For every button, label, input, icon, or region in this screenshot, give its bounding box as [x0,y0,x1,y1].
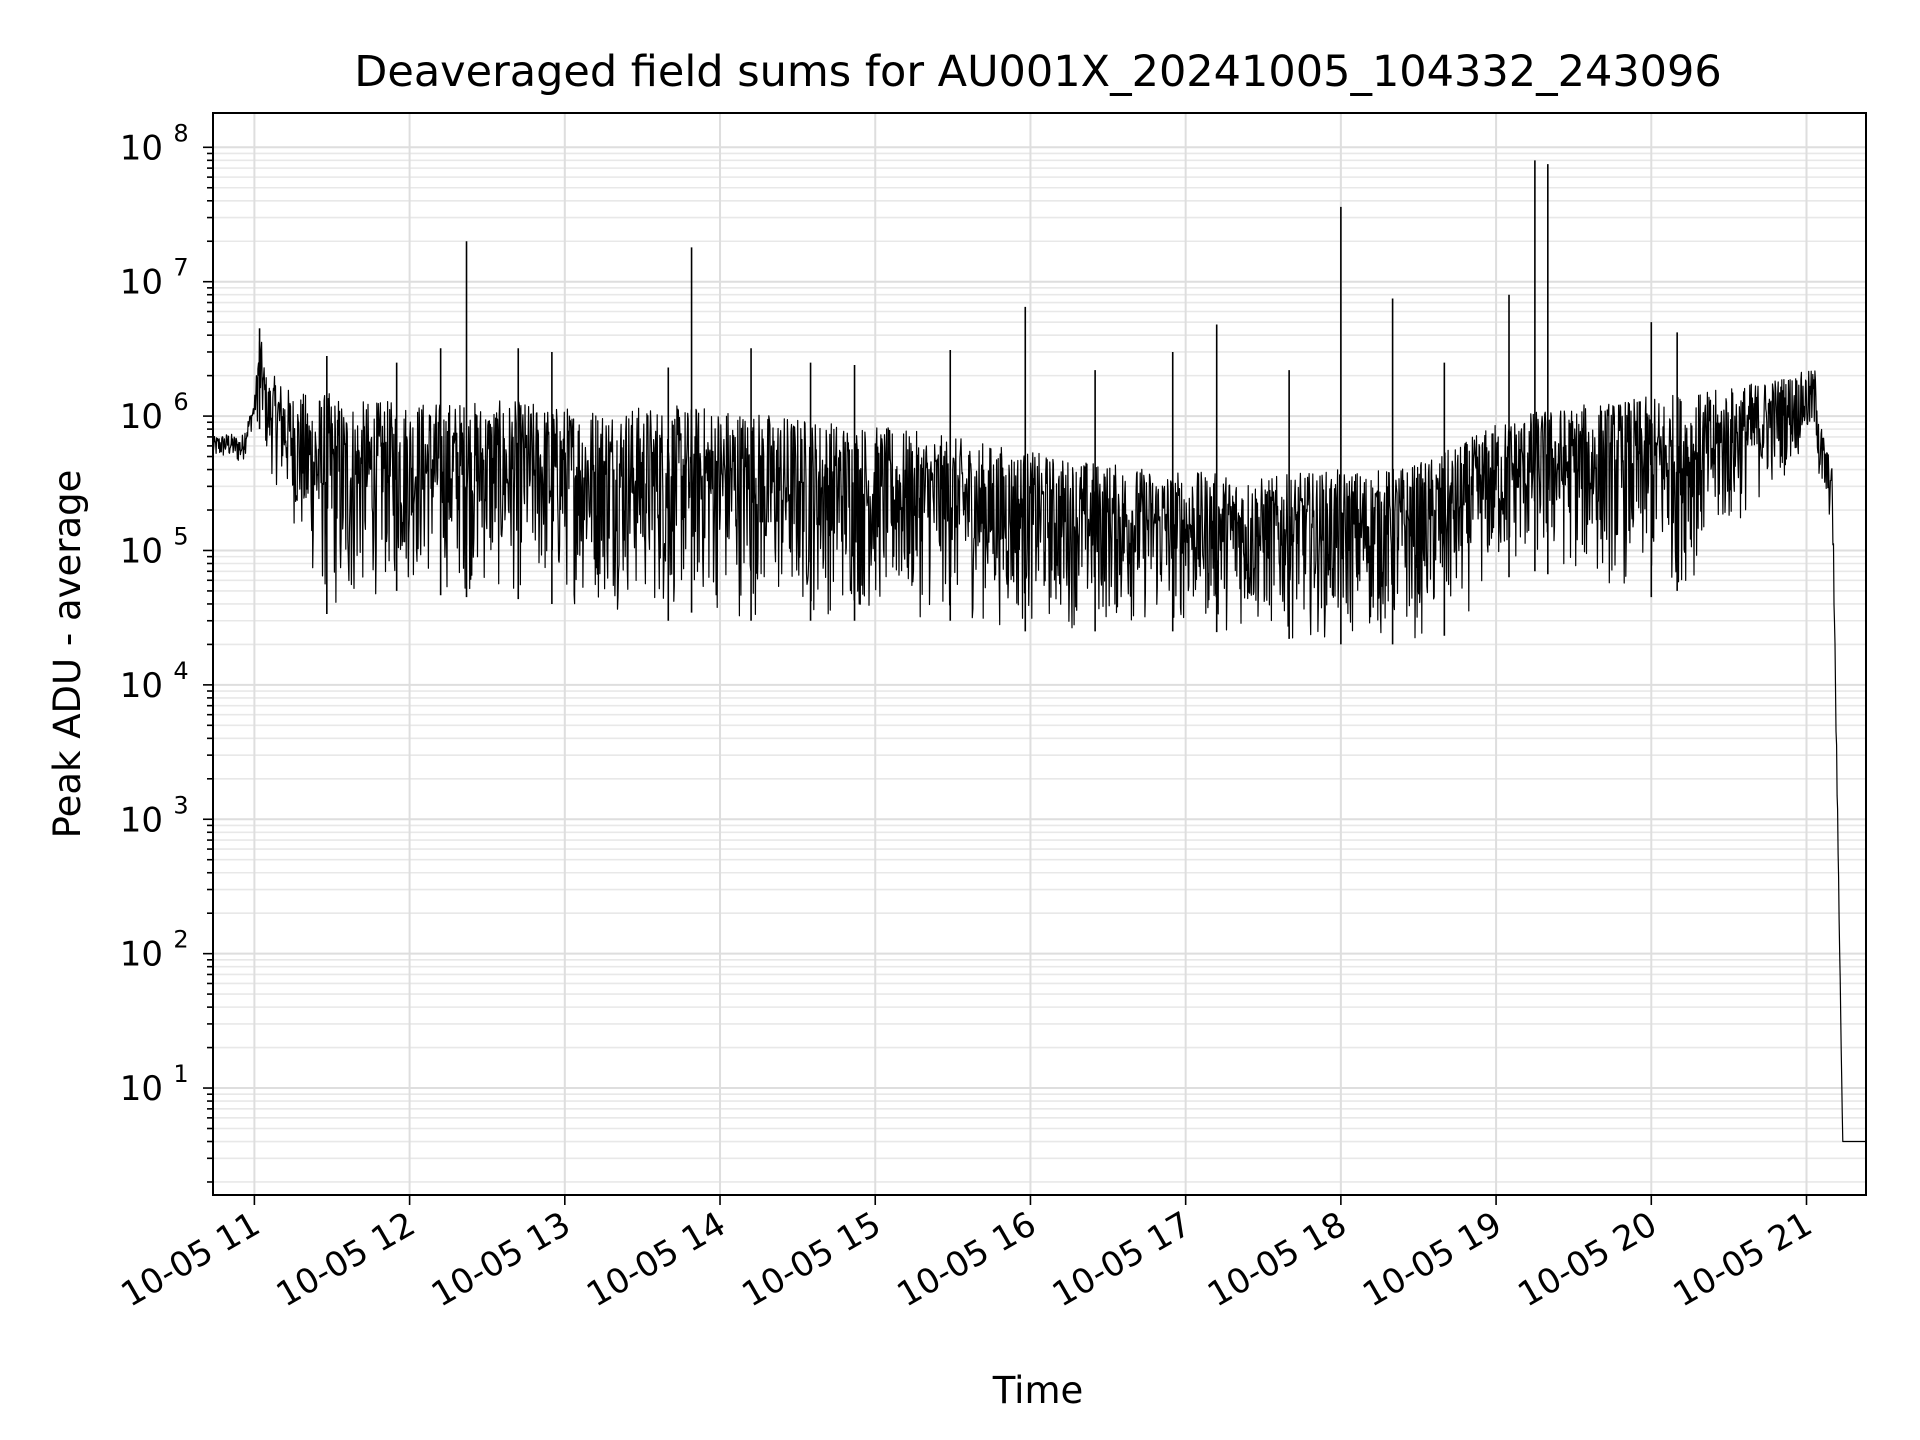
y-axis-label: Peak ADU - average [46,470,89,839]
plot-data [212,160,1867,1143]
x-tick-label: 10-05 12 [270,1204,422,1315]
y-tick-base: 10 [120,800,163,840]
y-tick-exponent: 2 [173,926,188,954]
y-tick-base: 10 [120,397,163,437]
y-tick-label: 10 [120,1069,163,1109]
y-tick-exponent: 8 [173,119,188,147]
y-tick-label: 10 [120,935,163,975]
y-tick-label: 10 [120,531,163,571]
y-tick-exponent: 1 [173,1060,188,1088]
y-tick-base: 10 [120,263,163,303]
y-tick-label: 10 [120,263,163,303]
y-tick-exponent: 6 [173,388,188,416]
x-tick-label: 10-05 17 [1046,1204,1198,1315]
axis-ticks: 10 1 10 2 10 3 10 4 10 5 10 6 10 7 10 8 10-05 11 10-05 12… [114,119,1819,1315]
y-tick-base: 10 [120,666,163,706]
x-tick-label: 10-05 19 [1356,1204,1508,1315]
y-tick-exponent: 7 [173,254,188,282]
y-tick-exponent: 4 [173,657,188,685]
y-tick-label: 10 [120,128,163,168]
x-tick-label: 10-05 16 [891,1204,1043,1315]
x-axis-label: Time [992,1369,1084,1412]
chart-title: Deaveraged field sums for AU001X_2024100… [354,47,1722,97]
data-series-line [212,340,1867,1143]
plot-frame [212,112,1867,1196]
x-tick-label: 10-05 11 [114,1204,266,1315]
x-tick-label: 10-05 14 [580,1204,732,1315]
y-tick-label: 10 [120,666,163,706]
y-tick-exponent: 3 [173,791,188,819]
y-tick-label: 10 [120,397,163,437]
y-tick-base: 10 [120,128,163,168]
y-tick-label: 10 [120,800,163,840]
x-tick-label: 10-05 21 [1667,1204,1819,1315]
x-tick-label: 10-05 18 [1201,1204,1353,1315]
grid [213,113,1866,1195]
x-tick-label: 10-05 15 [735,1204,887,1315]
x-tick-label: 10-05 13 [425,1204,577,1315]
y-tick-exponent: 5 [173,522,188,550]
x-tick-label: 10-05 20 [1511,1204,1663,1315]
y-tick-base: 10 [120,531,163,571]
y-tick-base: 10 [120,1069,163,1109]
y-tick-base: 10 [120,935,163,975]
